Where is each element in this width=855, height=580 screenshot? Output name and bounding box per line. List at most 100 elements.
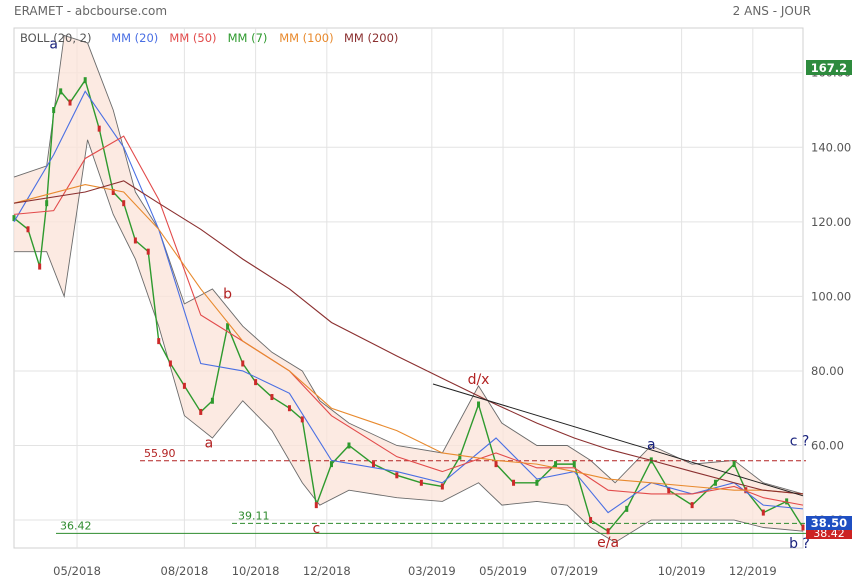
wave-label: b ? xyxy=(789,536,810,552)
candle xyxy=(157,338,161,345)
legend-item: BOLL (20, 2) xyxy=(20,31,91,45)
wave-label: b xyxy=(223,286,232,302)
candle xyxy=(572,461,576,468)
candle xyxy=(168,360,172,367)
x-tick-label: 10/2019 xyxy=(658,564,706,578)
candle xyxy=(761,509,765,516)
last-price-text: 38.50 xyxy=(811,516,847,530)
candle xyxy=(606,528,610,535)
candle xyxy=(300,416,304,423)
legend-item: MM (100) xyxy=(279,31,333,45)
y-tick-label: 80.00 xyxy=(811,364,844,378)
last-sub-text: 38.42 xyxy=(813,527,845,540)
legend-item: MM (50) xyxy=(169,31,216,45)
candle xyxy=(68,99,72,106)
legend-item: MM (20) xyxy=(111,31,158,45)
candle xyxy=(111,189,115,196)
candle xyxy=(254,379,258,386)
wave-label: a xyxy=(647,437,656,453)
chart-period: 2 ANS - JOUR xyxy=(732,4,811,18)
x-tick-label: 07/2019 xyxy=(550,564,598,578)
y-tick-label: 120.00 xyxy=(811,215,851,229)
high-price-badge xyxy=(806,60,852,75)
y-tick-label: 100.00 xyxy=(811,289,851,303)
candle xyxy=(477,401,481,408)
plot-frame xyxy=(13,27,804,549)
series-lines xyxy=(12,77,805,535)
x-axis: 05/2018 08/2018 10/2018 12/2018 03/2019 05/20… xyxy=(53,564,777,578)
candle xyxy=(133,237,137,244)
wave-label: e/a xyxy=(597,535,619,551)
candle xyxy=(83,77,87,84)
candle xyxy=(26,226,30,233)
legend-item: MM (7) xyxy=(228,31,268,45)
series-line xyxy=(13,183,804,495)
bollinger-lower xyxy=(14,139,804,543)
candle xyxy=(199,408,203,415)
candle xyxy=(38,263,42,270)
candle xyxy=(270,394,274,401)
candle xyxy=(494,461,498,468)
x-tick-label: 12/2019 xyxy=(729,564,777,578)
candle xyxy=(287,405,291,412)
bollinger-band xyxy=(13,34,804,543)
legend-item: MM (200) xyxy=(344,31,398,45)
series-line xyxy=(13,78,804,533)
candle xyxy=(146,248,150,255)
candle xyxy=(535,479,539,486)
x-tick-label: 03/2019 xyxy=(408,564,456,578)
wave-label: a xyxy=(49,37,58,53)
candle xyxy=(732,461,736,468)
candle xyxy=(59,88,63,95)
x-tick-label: 05/2019 xyxy=(479,564,527,578)
candle xyxy=(52,107,56,114)
candle xyxy=(690,502,694,509)
y-tick-label: 60.00 xyxy=(811,438,844,452)
bollinger-upper xyxy=(13,34,804,495)
candle xyxy=(97,125,101,132)
candle xyxy=(182,382,186,389)
candle xyxy=(589,517,593,524)
x-tick-label: 10/2018 xyxy=(232,564,280,578)
candle xyxy=(241,360,245,367)
chart-title: ERAMET - abcbourse.com xyxy=(14,4,168,18)
resistance-line xyxy=(432,383,804,497)
candle xyxy=(667,487,671,494)
series-line xyxy=(13,90,804,514)
candle xyxy=(395,472,399,479)
candle xyxy=(371,461,375,468)
x-tick-label: 08/2018 xyxy=(161,564,209,578)
candle xyxy=(801,524,805,531)
level-label: 39.11 xyxy=(238,509,270,522)
candle xyxy=(347,442,351,449)
wave-label: d/x xyxy=(468,372,490,388)
wave-label: c xyxy=(312,521,320,537)
candle xyxy=(12,215,16,222)
high-price-text: 167.2 xyxy=(811,61,847,75)
wave-label: a xyxy=(205,435,214,451)
candle xyxy=(713,479,717,486)
candle xyxy=(554,461,558,468)
candle xyxy=(440,483,444,490)
chart-legend: BOLL (20, 2) MM (20) MM (50) MM (7) MM (100)… xyxy=(20,31,398,45)
candle xyxy=(458,453,462,460)
candle xyxy=(122,200,126,207)
candle xyxy=(419,479,423,486)
candle xyxy=(226,323,230,330)
bollinger-fill xyxy=(14,35,803,543)
wave-labels: a b a c d/x a e/a c ? b ? xyxy=(49,37,810,552)
trendline xyxy=(432,383,804,497)
y-tick-label: 140.00 xyxy=(811,140,851,154)
candle xyxy=(512,479,516,486)
candle xyxy=(210,397,214,404)
level-label: 36.42 xyxy=(60,519,92,532)
series-line xyxy=(13,180,804,495)
x-tick-label: 05/2018 xyxy=(53,564,101,578)
level-label: 55.90 xyxy=(144,447,176,460)
candle xyxy=(329,461,333,468)
candle xyxy=(45,200,49,207)
candle xyxy=(785,498,789,505)
